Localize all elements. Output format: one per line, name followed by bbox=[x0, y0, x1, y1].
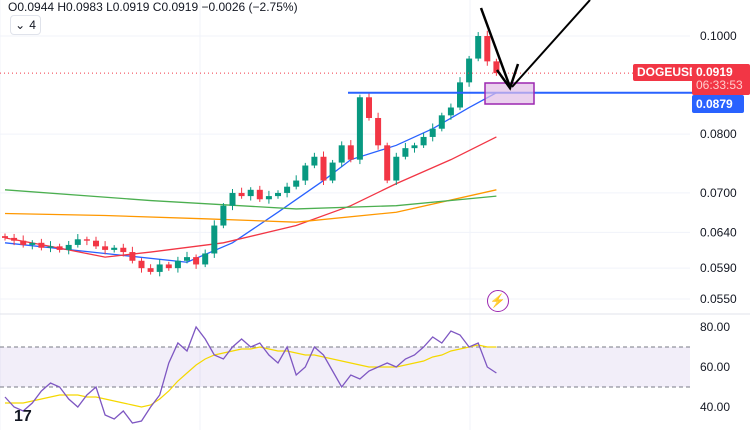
candle-body bbox=[356, 97, 363, 160]
candle-body bbox=[384, 145, 391, 181]
candle-body bbox=[475, 36, 482, 59]
candle-body bbox=[247, 189, 254, 197]
last-price-tag: 0.0919 06:33:53 bbox=[692, 64, 750, 95]
candle-body bbox=[447, 107, 454, 116]
price-axis-label: 0.0640 bbox=[700, 225, 737, 239]
candle-body bbox=[129, 252, 136, 261]
price-axis-label: 0.0590 bbox=[700, 261, 737, 275]
moving-average-line bbox=[4, 136, 497, 258]
candle-body bbox=[102, 246, 109, 250]
price-axis-label: 0.1000 bbox=[700, 29, 737, 43]
indicators-toggle-button[interactable]: ⌄ 4 bbox=[10, 15, 41, 35]
candle-body bbox=[120, 247, 127, 253]
tradingview-logo: 17 bbox=[14, 408, 32, 425]
rsi-band bbox=[0, 347, 690, 387]
chevron-down-icon: ⌄ bbox=[15, 18, 26, 32]
candle-body bbox=[174, 260, 181, 269]
horizontal-line-price-tag: 0.0879 bbox=[692, 95, 744, 113]
price-axis-label: 0.0800 bbox=[700, 127, 737, 141]
candle-body bbox=[47, 246, 54, 248]
rsi-axis-label: 40.00 bbox=[700, 400, 730, 414]
candle-body bbox=[275, 192, 281, 197]
candle-body bbox=[393, 156, 400, 181]
candle-body bbox=[466, 58, 473, 83]
candle-body bbox=[457, 82, 463, 108]
candle-body bbox=[311, 156, 318, 166]
lightning-icon[interactable]: ⚡ bbox=[487, 290, 509, 312]
candle-body bbox=[11, 237, 18, 241]
price-axis-label: 0.0700 bbox=[700, 186, 737, 200]
candle-body bbox=[211, 225, 218, 254]
symbol-tag: DOGEUSD bbox=[633, 64, 702, 81]
candle-body bbox=[20, 240, 27, 245]
candle-body bbox=[420, 136, 427, 146]
bar-countdown: 06:33:53 bbox=[696, 78, 743, 92]
arrow-down-head bbox=[495, 63, 520, 91]
candle-body bbox=[184, 257, 190, 261]
moving-average-line bbox=[4, 189, 497, 223]
candle-body bbox=[38, 242, 45, 248]
candle-body bbox=[74, 239, 81, 245]
candle-body bbox=[202, 253, 209, 265]
candle-body bbox=[284, 186, 291, 193]
candle-body bbox=[220, 205, 227, 226]
candle-body bbox=[56, 246, 63, 250]
candle-body bbox=[265, 196, 272, 200]
candle-body bbox=[93, 240, 99, 247]
rsi-line bbox=[4, 325, 497, 424]
rsi-axis-label: 80.00 bbox=[700, 320, 730, 334]
candle-body bbox=[347, 145, 354, 160]
candle-body bbox=[411, 145, 418, 149]
candle-body bbox=[302, 165, 309, 181]
last-price: 0.0919 bbox=[696, 65, 733, 79]
candle-body bbox=[111, 247, 118, 250]
candle-body bbox=[429, 128, 436, 137]
candle-body bbox=[493, 61, 500, 74]
candle-body bbox=[29, 242, 36, 245]
candle-body bbox=[438, 115, 445, 129]
candle-body bbox=[402, 148, 409, 157]
candle-body bbox=[2, 236, 8, 238]
candle-body bbox=[165, 264, 172, 269]
arrow-up-line bbox=[511, 0, 591, 88]
candle-body bbox=[138, 260, 145, 269]
candle-body bbox=[193, 257, 200, 265]
ohlc-legend: O0.0944 H0.0983 L0.0919 C0.0919 −0.0026 … bbox=[8, 0, 298, 14]
candle-body bbox=[338, 145, 345, 163]
candle-body bbox=[147, 268, 154, 272]
candle-body bbox=[229, 192, 236, 206]
candle-body bbox=[156, 264, 163, 272]
candle-body bbox=[238, 192, 245, 197]
indicator-count: 4 bbox=[29, 18, 36, 32]
candle-body bbox=[293, 180, 300, 187]
rsi-ma-line bbox=[5, 344, 497, 408]
candle-body bbox=[65, 244, 72, 250]
candle-body bbox=[329, 162, 336, 181]
moving-average-line bbox=[4, 189, 497, 210]
candle-body bbox=[366, 97, 372, 118]
candle-body bbox=[83, 239, 90, 241]
candle-body bbox=[320, 156, 327, 181]
rsi-axis-label: 60.00 bbox=[700, 360, 730, 374]
candle-body bbox=[256, 189, 263, 200]
arrow-down-line bbox=[479, 7, 512, 88]
candle-body bbox=[375, 117, 382, 146]
price-axis-label: 0.0550 bbox=[700, 292, 737, 306]
candle-body bbox=[484, 36, 491, 62]
